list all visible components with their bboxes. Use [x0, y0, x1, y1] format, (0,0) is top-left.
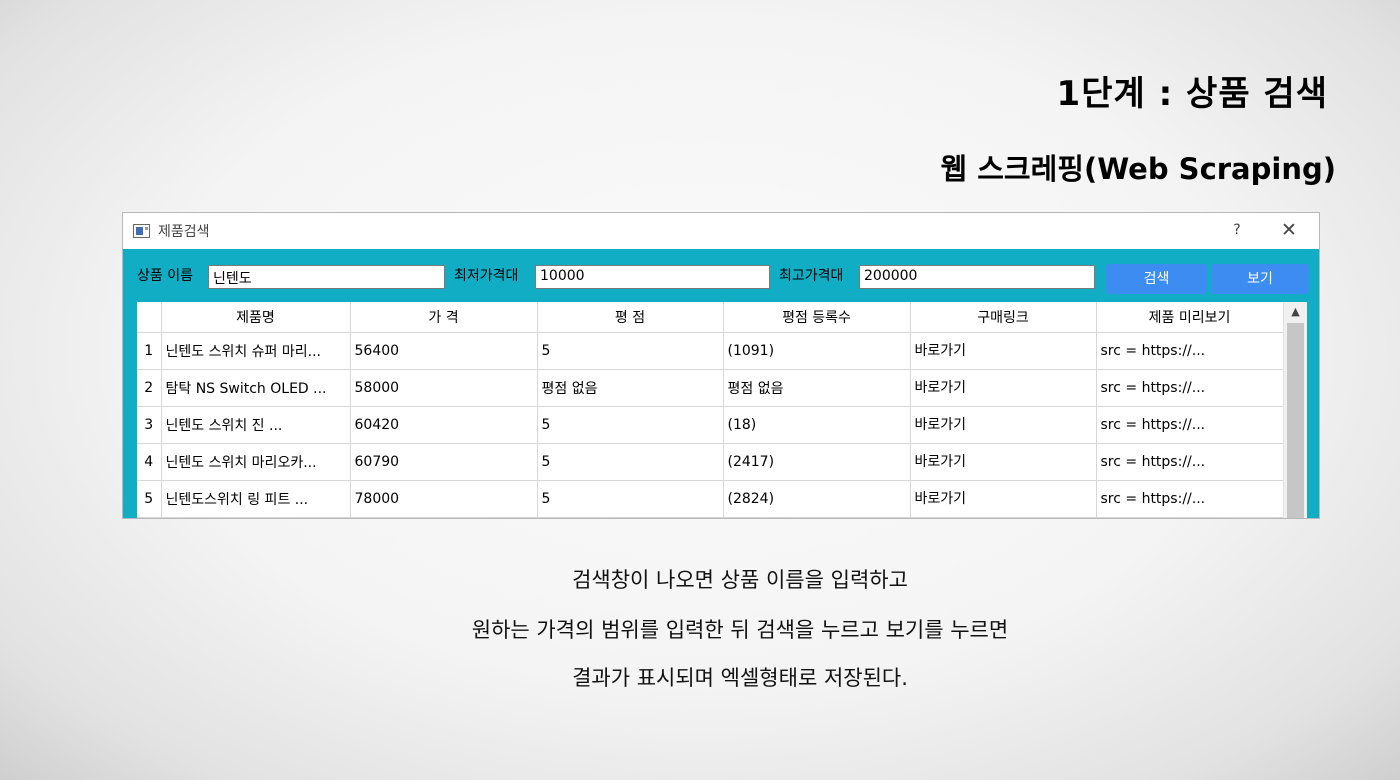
- cell-buy-link[interactable]: 바로가기: [910, 480, 1097, 518]
- scrollbar-thumb[interactable]: [1287, 323, 1304, 518]
- cell-price[interactable]: 56400: [350, 332, 538, 370]
- cell-rating-count[interactable]: (18): [723, 406, 911, 444]
- cell-name[interactable]: 닌텐도 스위치 진 ...: [161, 406, 351, 444]
- view-button[interactable]: 보기: [1211, 264, 1309, 294]
- caption-line-3: 결과가 표시되며 엑셀형태로 저장된다.: [572, 666, 908, 690]
- cell-price[interactable]: 60790: [350, 443, 538, 481]
- cell-preview[interactable]: src = https://...: [1096, 443, 1284, 481]
- cell-rating[interactable]: 5: [537, 443, 724, 481]
- cell-rating[interactable]: 평점 없음: [537, 369, 724, 407]
- results-table-area: 제품명 가 격 평 점 평점 등록수 구매링크 제품 미리보기 1 닌텐도 스위…: [137, 302, 1307, 518]
- cell-name[interactable]: 탐탁 NS Switch OLED ...: [161, 369, 351, 407]
- min-price-input[interactable]: 10000: [535, 265, 770, 289]
- table-row[interactable]: 5 닌텐도스위치 링 피트 ... 78000 5 (2824) 바로가기 sr…: [137, 480, 1284, 518]
- row-number[interactable]: 1: [137, 332, 162, 370]
- cell-buy-link[interactable]: [910, 517, 1097, 518]
- cell-rating[interactable]: 5: [537, 406, 724, 444]
- cell-rating[interactable]: [537, 517, 724, 518]
- search-button[interactable]: 검색: [1106, 264, 1207, 294]
- vertical-scrollbar[interactable]: ▲: [1283, 302, 1307, 518]
- column-header-buy-link[interactable]: 구매링크: [910, 302, 1097, 333]
- cell-name[interactable]: 닌텐도스위치 링 피트 ...: [161, 480, 351, 518]
- column-header-name[interactable]: 제품명: [161, 302, 351, 333]
- cell-price[interactable]: 58000: [350, 369, 538, 407]
- max-price-input[interactable]: 200000: [859, 265, 1095, 289]
- table-row[interactable]: [137, 517, 1284, 518]
- table-header-row: 제품명 가 격 평 점 평점 등록수 구매링크 제품 미리보기: [137, 302, 1284, 333]
- slide-subtitle: 웹 스크레핑(Web Scraping): [940, 152, 1336, 186]
- row-number[interactable]: 3: [137, 406, 162, 444]
- column-header-preview[interactable]: 제품 미리보기: [1096, 302, 1284, 333]
- cell-buy-link[interactable]: 바로가기: [910, 332, 1097, 370]
- cell-preview[interactable]: src = https://...: [1096, 332, 1284, 370]
- cell-preview[interactable]: src = https://...: [1096, 369, 1284, 407]
- product-search-window: 제품검색 ? ✕ 상품 이름 닌텐도 최저가격대 10000 최고가격대 200…: [122, 212, 1320, 519]
- row-number[interactable]: [137, 517, 162, 518]
- table-row[interactable]: 1 닌텐도 스위치 슈퍼 마리... 56400 5 (1091) 바로가기 s…: [137, 332, 1284, 370]
- column-header-rating-count[interactable]: 평점 등록수: [723, 302, 911, 333]
- cell-price[interactable]: 78000: [350, 480, 538, 518]
- cell-buy-link[interactable]: 바로가기: [910, 443, 1097, 481]
- table-row[interactable]: 4 닌텐도 스위치 마리오카... 60790 5 (2417) 바로가기 sr…: [137, 443, 1284, 481]
- slide-title: 1단계 : 상품 검색: [1056, 74, 1328, 114]
- help-icon[interactable]: ?: [1233, 222, 1241, 238]
- cell-rating-count[interactable]: (2824): [723, 480, 911, 518]
- cell-price[interactable]: 60420: [350, 406, 538, 444]
- cell-buy-link[interactable]: 바로가기: [910, 369, 1097, 407]
- chevron-up-icon[interactable]: ▲: [1291, 305, 1300, 318]
- window-titlebar[interactable]: 제품검색 ? ✕: [123, 213, 1319, 249]
- cell-rating[interactable]: 5: [537, 332, 724, 370]
- cell-preview[interactable]: [1096, 517, 1284, 518]
- cell-rating-count[interactable]: [723, 517, 911, 518]
- cell-name[interactable]: [161, 517, 351, 518]
- cell-name[interactable]: 닌텐도 스위치 마리오카...: [161, 443, 351, 481]
- close-icon[interactable]: ✕: [1281, 219, 1297, 241]
- cell-rating[interactable]: 5: [537, 480, 724, 518]
- caption-line-1: 검색창이 나오면 상품 이름을 입력하고: [572, 568, 908, 592]
- column-header-rating[interactable]: 평 점: [537, 302, 724, 333]
- app-window-icon: [133, 224, 150, 238]
- cell-preview[interactable]: src = https://...: [1096, 406, 1284, 444]
- table-row[interactable]: 2 탐탁 NS Switch OLED ... 58000 평점 없음 평점 없…: [137, 369, 1284, 407]
- row-number[interactable]: 4: [137, 443, 162, 481]
- search-toolbar: 상품 이름 닌텐도 최저가격대 10000 최고가격대 200000 검색 보기: [123, 249, 1319, 299]
- cell-price[interactable]: [350, 517, 538, 518]
- window-content: 상품 이름 닌텐도 최저가격대 10000 최고가격대 200000 검색 보기…: [123, 249, 1319, 518]
- cell-rating-count[interactable]: 평점 없음: [723, 369, 911, 407]
- product-name-label: 상품 이름: [137, 268, 193, 284]
- cell-buy-link[interactable]: 바로가기: [910, 406, 1097, 444]
- cell-preview[interactable]: src = https://...: [1096, 480, 1284, 518]
- column-header-price[interactable]: 가 격: [350, 302, 538, 333]
- max-price-label: 최고가격대: [779, 268, 844, 284]
- product-name-input[interactable]: 닌텐도: [208, 265, 445, 289]
- cell-rating-count[interactable]: (2417): [723, 443, 911, 481]
- caption-line-2: 원하는 가격의 범위를 입력한 뒤 검색을 누르고 보기를 누르면: [471, 618, 1009, 642]
- results-table: 제품명 가 격 평 점 평점 등록수 구매링크 제품 미리보기 1 닌텐도 스위…: [137, 302, 1284, 518]
- cell-name[interactable]: 닌텐도 스위치 슈퍼 마리...: [161, 332, 351, 370]
- row-number[interactable]: 5: [137, 480, 162, 518]
- table-row[interactable]: 3 닌텐도 스위치 진 ... 60420 5 (18) 바로가기 src = …: [137, 406, 1284, 444]
- cell-rating-count[interactable]: (1091): [723, 332, 911, 370]
- corner-header: [137, 302, 162, 333]
- min-price-label: 최저가격대: [454, 268, 519, 284]
- window-title: 제품검색: [158, 224, 210, 240]
- row-number[interactable]: 2: [137, 369, 162, 407]
